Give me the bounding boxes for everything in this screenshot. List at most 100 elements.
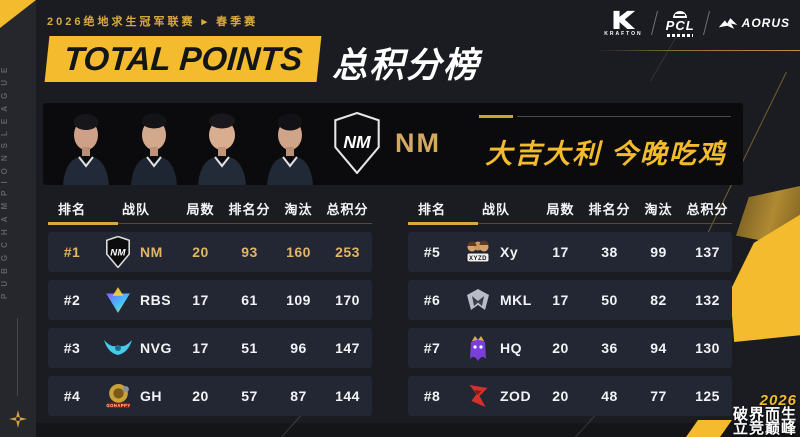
player-photo: [63, 114, 109, 185]
team-name: NVG: [140, 340, 172, 356]
header-gold-rule: [595, 50, 800, 51]
games-value: 20: [192, 244, 209, 260]
col-total: 总积分: [686, 201, 729, 217]
kills-value: 82: [650, 292, 667, 308]
sponsor-logos: KRAFTON PCL AORUS: [604, 9, 790, 37]
kills-value: 94: [650, 340, 667, 356]
krafton-logo: KRAFTON: [604, 10, 642, 37]
slogan-dash: [479, 115, 513, 118]
svg-text:NM: NM: [110, 248, 126, 259]
table-row: #5 XYZD Xy 17 38 99 137: [408, 232, 732, 272]
team-logo-mkl: [456, 287, 500, 313]
placement-value: 50: [601, 292, 618, 308]
placement-value: 48: [601, 388, 618, 404]
event-year: 2026: [759, 392, 797, 409]
total-value: 125: [695, 388, 720, 404]
placement-value: 38: [601, 244, 618, 260]
games-value: 20: [552, 388, 569, 404]
event-slogan-block: 2026 破界而生 立竞巅峰: [732, 392, 797, 437]
table-row: #7 HQ 20 36 94 130: [408, 328, 732, 368]
table-header: 排名 战队 局数 排名分 淘汰 总积分: [48, 198, 372, 218]
krafton-k-icon: [613, 10, 636, 29]
games-value: 17: [192, 340, 209, 356]
col-kills: 淘汰: [644, 201, 673, 217]
games-value: 17: [552, 292, 569, 308]
standings-table-right: 排名 战队 局数 排名分 淘汰 总积分 #5 XYZD Xy: [408, 198, 732, 416]
svg-text:GOHAPPY: GOHAPPY: [106, 402, 130, 407]
col-games: 局数: [546, 201, 575, 217]
event-slogan-line1: 破界而生: [732, 406, 797, 423]
corner-triangle: [0, 0, 36, 28]
nm-shield-icon: NM: [334, 112, 380, 174]
rank-value: #6: [423, 292, 441, 308]
krafton-label: KRAFTON: [604, 30, 643, 37]
rank-value: #1: [63, 244, 81, 260]
rank-value: #8: [423, 388, 441, 404]
kills-value: 109: [286, 292, 311, 308]
games-value: 17: [552, 244, 569, 260]
team-logo-nvg: [96, 338, 140, 358]
rank-value: #4: [63, 388, 81, 404]
logo-divider: [650, 11, 658, 35]
svg-text:NM: NM: [343, 132, 371, 152]
player-photo: [198, 113, 246, 185]
placement-value: 36: [601, 340, 618, 356]
team-name: NM: [140, 244, 163, 260]
standings-table-left: 排名 战队 局数 排名分 淘汰 总积分 #1 NM NM 20 93 160 2…: [48, 198, 372, 416]
team-name: HQ: [500, 340, 522, 356]
col-placement: 排名分: [588, 201, 631, 217]
team-logo-zod: [456, 383, 500, 409]
total-value: 132: [695, 292, 720, 308]
kills-value: 96: [290, 340, 307, 356]
col-kills: 淘汰: [284, 201, 313, 217]
total-value: 130: [695, 340, 720, 356]
table-row: #2 RBS 17 61 109 170: [48, 280, 372, 320]
title-en: TOTAL POINTS: [62, 40, 304, 77]
slogan-rule: [517, 116, 731, 117]
team-logo-xyzd: XYZD: [456, 238, 500, 266]
rail-divider: [17, 318, 18, 396]
pcl-helmet-icon: [673, 11, 688, 18]
kills-value: 87: [290, 388, 307, 404]
title-banner: TOTAL POINTS: [44, 36, 322, 82]
placement-value: 51: [241, 340, 258, 356]
player-photo: [267, 113, 313, 185]
team-logo-rbs: [96, 286, 140, 314]
player-photos: [49, 105, 321, 185]
top-team-banner: NM NM 大吉大利 今晚吃鸡: [43, 103, 743, 185]
aorus-eagle-icon: [718, 17, 737, 29]
team-name: MKL: [500, 292, 532, 308]
rank-value: #2: [63, 292, 81, 308]
table-row: #4 GOHAPPY GH 20 57 87 144: [48, 376, 372, 416]
rank-value: #7: [423, 340, 441, 356]
bottom-strip: [36, 423, 800, 437]
header-underline: [408, 222, 732, 225]
svg-text:XYZD: XYZD: [469, 256, 487, 262]
games-value: 20: [192, 388, 209, 404]
title-zh: 总积分榜: [332, 46, 481, 85]
team-name: ZOD: [500, 388, 532, 404]
total-value: 144: [335, 388, 360, 404]
placement-value: 57: [241, 388, 258, 404]
col-placement: 排名分: [228, 201, 271, 217]
pcl-logo: PCL: [666, 9, 695, 37]
table-row: #3 NVG 17 51 96 147: [48, 328, 372, 368]
table-row: #6 MKL 17 50 82 132: [408, 280, 732, 320]
total-value: 137: [695, 244, 720, 260]
col-games: 局数: [186, 201, 215, 217]
col-total: 总积分: [326, 201, 369, 217]
compass-icon: [9, 410, 27, 428]
team-logo-hq: [456, 334, 500, 362]
team-name: GH: [140, 388, 162, 404]
table-header: 排名 战队 局数 排名分 淘汰 总积分: [408, 198, 732, 218]
col-rank: 排名: [417, 201, 446, 217]
kills-value: 160: [286, 244, 311, 260]
total-value: 170: [335, 292, 360, 308]
logo-divider: [702, 11, 710, 35]
rank-value: #3: [63, 340, 81, 356]
top-team-name: NM: [395, 128, 441, 158]
team-name: Xy: [500, 244, 519, 260]
event-slogan-line2: 立竞巅峰: [732, 420, 797, 437]
kills-value: 77: [650, 388, 667, 404]
